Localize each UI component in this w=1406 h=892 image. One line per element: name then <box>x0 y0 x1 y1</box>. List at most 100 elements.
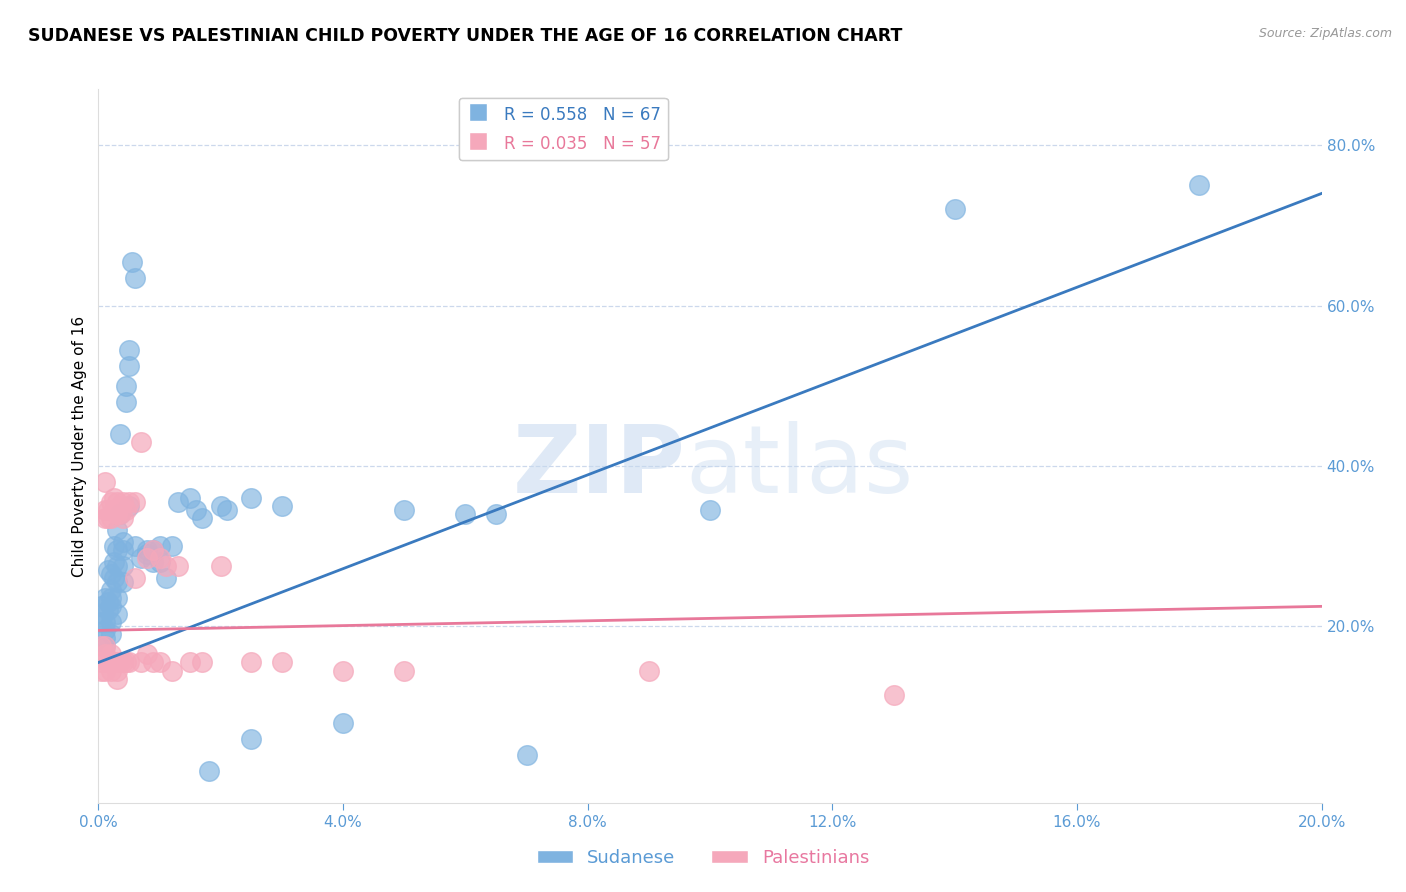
Point <box>111 575 134 590</box>
Point <box>105 656 128 670</box>
Point <box>105 672 128 686</box>
Point <box>155 559 177 574</box>
Point <box>103 503 125 517</box>
Point <box>485 507 508 521</box>
Point <box>270 499 292 513</box>
Point <box>142 543 165 558</box>
Point <box>97 603 120 617</box>
Point <box>209 499 232 513</box>
Point <box>97 563 120 577</box>
Point <box>115 379 138 393</box>
Point <box>100 495 122 509</box>
Point <box>111 535 134 549</box>
Point <box>129 551 152 566</box>
Point <box>149 539 172 553</box>
Point <box>167 559 190 574</box>
Text: atlas: atlas <box>686 421 914 514</box>
Point <box>136 543 159 558</box>
Point <box>149 551 172 566</box>
Text: Source: ZipAtlas.com: Source: ZipAtlas.com <box>1258 27 1392 40</box>
Point <box>93 591 115 606</box>
Point <box>136 648 159 662</box>
Point <box>124 270 146 285</box>
Point <box>105 664 128 678</box>
Point <box>97 595 120 609</box>
Point <box>93 640 115 654</box>
Point <box>93 664 115 678</box>
Point <box>149 656 172 670</box>
Point <box>516 747 538 762</box>
Point <box>93 615 115 630</box>
Point <box>136 551 159 566</box>
Point <box>105 523 128 537</box>
Point <box>209 559 232 574</box>
Point <box>90 615 112 630</box>
Point <box>111 656 134 670</box>
Point <box>129 656 152 670</box>
Point <box>97 503 120 517</box>
Point <box>142 555 165 569</box>
Point <box>100 615 122 630</box>
Point <box>115 656 138 670</box>
Point <box>160 539 183 553</box>
Point <box>215 503 238 517</box>
Point <box>90 656 112 670</box>
Point <box>111 543 134 558</box>
Point <box>270 656 292 670</box>
Point <box>100 599 122 614</box>
Point <box>240 656 263 670</box>
Point <box>103 656 125 670</box>
Point <box>118 495 141 509</box>
Point <box>93 640 115 654</box>
Point <box>136 547 159 561</box>
Point <box>100 583 122 598</box>
Point <box>93 475 115 489</box>
Point <box>100 664 122 678</box>
Point <box>118 499 141 513</box>
Point <box>108 656 131 670</box>
Point <box>118 343 141 357</box>
Point <box>100 567 122 582</box>
Point <box>454 507 477 521</box>
Point <box>103 571 125 585</box>
Text: ZIP: ZIP <box>513 421 686 514</box>
Point <box>93 503 115 517</box>
Point <box>103 555 125 569</box>
Point <box>160 664 183 678</box>
Point <box>883 688 905 702</box>
Point <box>392 503 416 517</box>
Point <box>142 543 165 558</box>
Point <box>90 640 112 654</box>
Point <box>111 559 134 574</box>
Point <box>108 427 131 442</box>
Legend: R = 0.558   N = 67, R = 0.035   N = 57: R = 0.558 N = 67, R = 0.035 N = 57 <box>458 97 668 160</box>
Point <box>124 495 146 509</box>
Point <box>105 559 128 574</box>
Point <box>90 664 112 678</box>
Point <box>943 202 966 217</box>
Point <box>186 503 208 517</box>
Point <box>179 491 201 505</box>
Point <box>105 495 128 509</box>
Point <box>100 648 122 662</box>
Legend: Sudanese, Palestinians: Sudanese, Palestinians <box>529 842 877 874</box>
Point <box>108 507 131 521</box>
Point <box>108 499 131 513</box>
Point <box>699 503 721 517</box>
Point <box>105 507 128 521</box>
Point <box>103 539 125 553</box>
Point <box>97 511 120 525</box>
Point <box>105 543 128 558</box>
Point <box>191 656 214 670</box>
Point <box>155 571 177 585</box>
Point <box>91 607 114 622</box>
Point <box>90 599 112 614</box>
Point <box>93 648 115 662</box>
Point <box>100 591 122 606</box>
Point <box>100 627 122 641</box>
Point <box>118 656 141 670</box>
Point <box>105 591 128 606</box>
Point <box>240 731 263 746</box>
Point <box>97 656 120 670</box>
Point <box>105 575 128 590</box>
